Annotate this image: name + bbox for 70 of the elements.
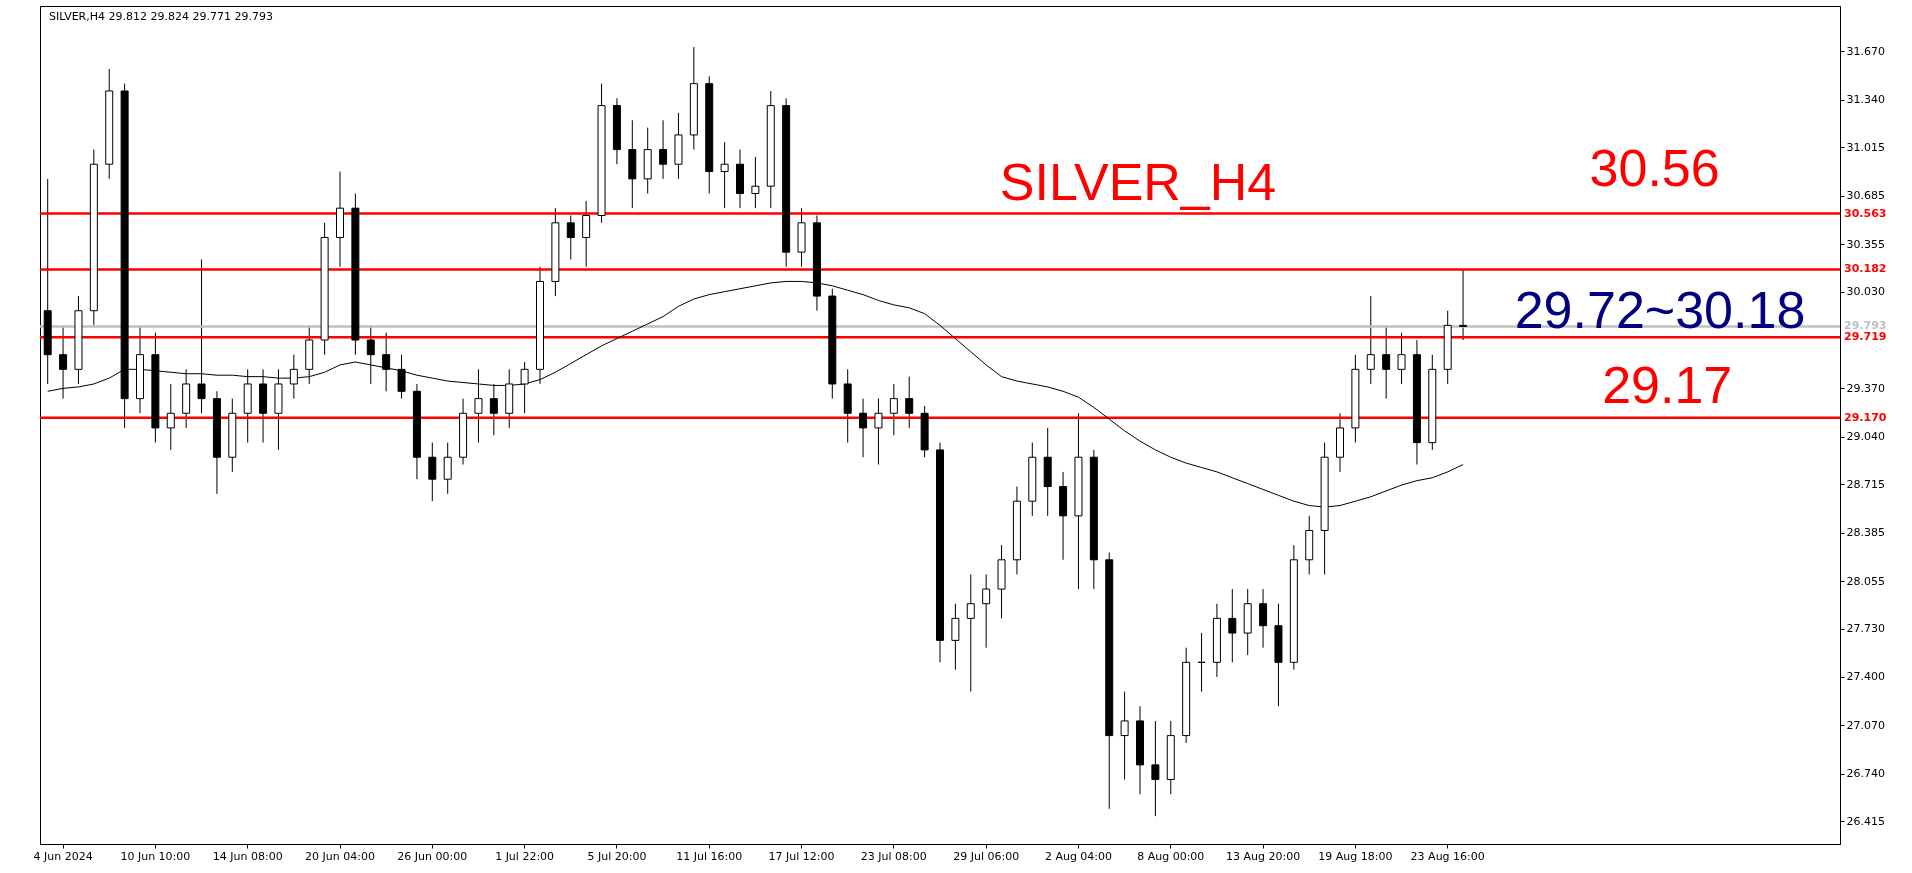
x-tick-label: 29 Jul 06:00 xyxy=(953,849,1020,863)
y-tick-label: 30.030 xyxy=(1846,285,1885,299)
y-tick-label: 31.015 xyxy=(1846,140,1885,154)
x-tick-label: 26 Jun 00:00 xyxy=(397,849,468,863)
candlestick xyxy=(1120,691,1129,781)
y-tick-label: 27.070 xyxy=(1846,718,1885,732)
y-tick-label: 31.670 xyxy=(1846,44,1885,58)
x-tick-label: 2 Aug 04:00 xyxy=(1044,849,1113,863)
candlestick xyxy=(1366,295,1375,385)
y-tick-label: 28.385 xyxy=(1846,526,1885,540)
y-tick-label: 28.055 xyxy=(1846,574,1885,588)
annotation: 29.72~30.18 xyxy=(1514,280,1806,339)
x-tick-label: 20 Jun 04:00 xyxy=(305,849,375,863)
y-tick-label: 27.730 xyxy=(1846,622,1885,636)
x-tick-label: 17 Jul 12:00 xyxy=(768,849,835,863)
candlestick xyxy=(428,442,437,502)
y-tick-label: 30.685 xyxy=(1846,189,1885,203)
candlestick xyxy=(1228,588,1237,663)
candlestick xyxy=(489,383,498,436)
candlestick xyxy=(859,398,868,458)
y-tick-label: 26.415 xyxy=(1846,814,1885,828)
candlestick xyxy=(289,354,298,400)
annotation: 29.17 xyxy=(1602,356,1733,415)
x-tick-label: 23 Jul 08:00 xyxy=(860,849,927,863)
candlestick xyxy=(443,442,452,495)
ref-line-label: 30.182 xyxy=(1844,262,1887,276)
annotation: 30.56 xyxy=(1589,139,1720,198)
candlestick xyxy=(982,573,991,649)
y-tick-label: 28.715 xyxy=(1846,477,1885,491)
x-tick-label: 11 Jul 16:00 xyxy=(676,849,743,863)
candlestick xyxy=(751,156,760,209)
candlestick xyxy=(1397,332,1406,385)
candlestick xyxy=(1259,588,1268,649)
candlestick xyxy=(659,119,668,180)
candlestick xyxy=(382,332,391,392)
x-tick-label: 10 Jun 10:00 xyxy=(120,849,191,863)
ref-line-label: 29.793 xyxy=(1844,319,1887,333)
candlestick xyxy=(566,215,575,260)
y-tick-label: 27.400 xyxy=(1846,670,1885,684)
y-tick-label: 31.340 xyxy=(1846,93,1885,107)
ref-line-label: 30.563 xyxy=(1844,206,1887,220)
candlestick xyxy=(520,361,529,414)
candlestick xyxy=(874,398,883,466)
candlestick xyxy=(889,383,898,436)
x-tick-label: 14 Jun 08:00 xyxy=(212,849,283,863)
x-tick-label: 5 Jul 20:00 xyxy=(587,849,647,863)
candlestick xyxy=(397,354,406,400)
y-tick-label: 26.740 xyxy=(1846,767,1885,781)
y-tick-label: 29.040 xyxy=(1846,430,1885,444)
x-tick-label: 8 Aug 00:00 xyxy=(1137,849,1205,863)
candlestick xyxy=(1459,269,1468,341)
x-tick-label: 23 Aug 16:00 xyxy=(1410,849,1485,863)
y-tick-label: 29.370 xyxy=(1846,381,1885,395)
ref-line-label: 29.719 xyxy=(1844,330,1887,344)
x-tick-label: 4 Jun 2024 xyxy=(33,849,93,863)
candlestick xyxy=(720,141,729,209)
candlestick xyxy=(582,200,591,268)
y-tick-label: 30.355 xyxy=(1846,237,1885,251)
candlestick xyxy=(905,376,914,429)
candlestick xyxy=(1151,720,1160,817)
ref-line-label: 29.170 xyxy=(1844,410,1887,424)
x-tick-label: 1 Jul 22:00 xyxy=(495,849,555,863)
x-tick-label: 19 Aug 18:00 xyxy=(1318,849,1393,863)
chart-title: SILVER,H4 29.812 29.824 29.771 29.793 xyxy=(48,10,273,23)
annotation: SILVER_H4 xyxy=(999,153,1277,212)
candlestick xyxy=(966,573,975,693)
candlestick xyxy=(166,383,175,451)
candlestick xyxy=(474,368,483,444)
candlestick xyxy=(951,603,960,671)
x-tick-label: 13 Aug 20:00 xyxy=(1225,849,1301,863)
